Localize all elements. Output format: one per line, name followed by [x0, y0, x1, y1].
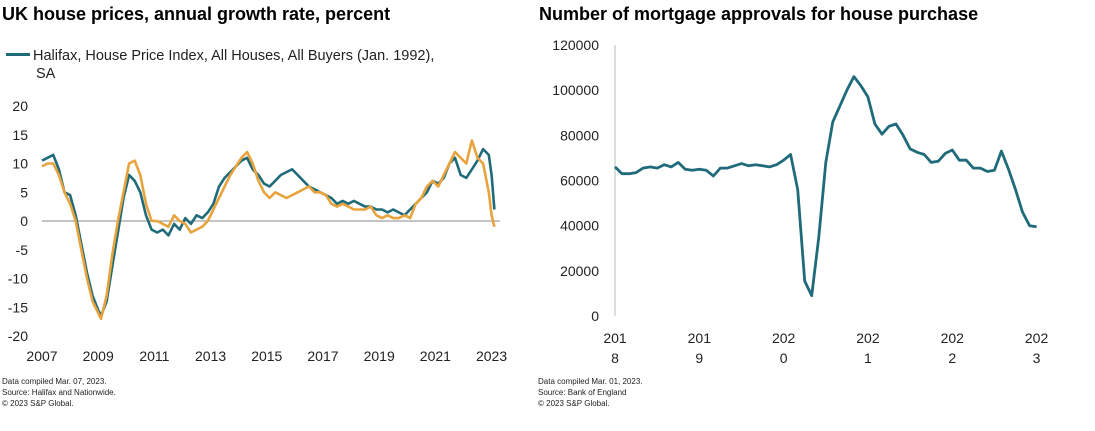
right-ytick-label: 20000 — [560, 263, 599, 279]
right-xtick-label-line1: 202 — [1025, 330, 1049, 346]
right-ytick-label: 100000 — [552, 82, 599, 98]
right-xtick-label-line2: 1 — [864, 350, 872, 366]
right-xtick-label-line1: 202 — [856, 330, 880, 346]
right-xtick-label-line1: 201 — [603, 330, 627, 346]
right-xtick-label-line1: 201 — [688, 330, 712, 346]
right-ytick-label: 0 — [591, 308, 599, 324]
left-xtick-label: 2021 — [420, 348, 451, 364]
left-chart-legend: Halifax, House Price Index, All Houses, … — [6, 47, 434, 83]
left-ytick-label: 5 — [20, 184, 28, 200]
left-ytick-label: -10 — [8, 271, 28, 287]
right-footnote: Data compiled Mar. 01, 2023. Source: Ban… — [538, 376, 643, 409]
left-series-halifax-line — [41, 147, 496, 318]
left-xtick-label: 2023 — [476, 348, 507, 364]
right-series-approvals-line — [614, 75, 1037, 298]
right-xtick-label-line2: 9 — [695, 350, 703, 366]
left-ytick-label: -5 — [16, 242, 29, 258]
right-xtick-label-line2: 2 — [948, 350, 956, 366]
right-ytick-label: 120000 — [552, 37, 599, 53]
left-ytick-label: 0 — [20, 213, 28, 229]
right-foot-compiled: Data compiled Mar. 01, 2023. — [538, 377, 643, 386]
left-xtick-label: 2007 — [26, 348, 57, 364]
right-ytick-label: 60000 — [560, 173, 599, 189]
right-chart-title: Number of mortgage approvals for house p… — [539, 4, 979, 24]
legend-label-line1: Halifax, House Price Index, All Houses, … — [33, 48, 435, 64]
left-ytick-label: -20 — [8, 328, 28, 344]
left-foot-source: Source: Halifax and Nationwide. — [2, 388, 116, 397]
legend-swatch-halifax — [6, 52, 30, 56]
left-chart-title: UK house prices, annual growth rate, per… — [2, 4, 391, 24]
right-foot-source: Source: Bank of England — [538, 388, 627, 397]
left-xtick-label: 2013 — [195, 348, 226, 364]
left-xtick-label: 2011 — [139, 348, 169, 364]
right-xtick-label-line2: 8 — [611, 350, 619, 366]
legend-label-line2: SA — [36, 66, 56, 82]
left-foot-copyright: © 2023 S&P Global. — [2, 399, 74, 408]
right-ytick-label: 80000 — [560, 127, 599, 143]
left-xtick-label: 2015 — [251, 348, 282, 364]
left-foot-compiled: Data compiled Mar. 07, 2023. — [2, 377, 107, 386]
left-ytick-label: 10 — [12, 156, 28, 172]
right-xtick-label-line1: 202 — [772, 330, 796, 346]
right-xtick-label-line2: 0 — [780, 350, 788, 366]
left-xtick-label: 2017 — [307, 348, 338, 364]
left-ytick-label: -15 — [8, 299, 28, 315]
left-xtick-label: 2009 — [83, 348, 114, 364]
left-xtick-label: 2019 — [364, 348, 395, 364]
left-series-nationwide-line — [41, 139, 496, 321]
right-foot-copyright: © 2023 S&P Global. — [538, 399, 610, 408]
left-footnote: Data compiled Mar. 07, 2023. Source: Hal… — [2, 376, 116, 409]
left-ytick-label: 15 — [12, 127, 28, 143]
right-ytick-label: 40000 — [560, 218, 599, 234]
right-xtick-label-line2: 3 — [1033, 350, 1041, 366]
left-ytick-label: 20 — [12, 98, 28, 114]
right-xtick-label-line1: 202 — [941, 330, 965, 346]
